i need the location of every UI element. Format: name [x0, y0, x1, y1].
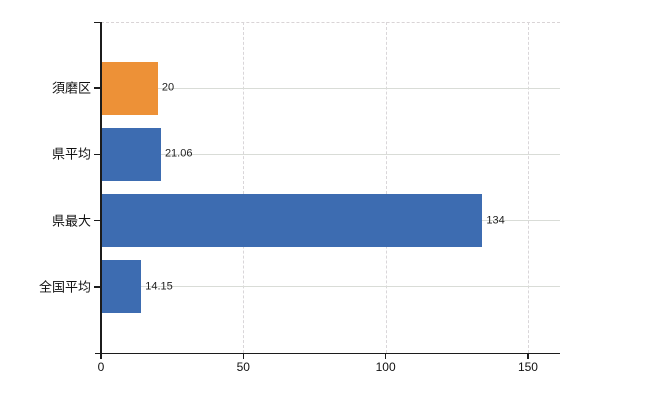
x-gridline	[385, 22, 387, 353]
y-axis-tick	[94, 87, 101, 89]
x-axis-tick	[242, 353, 245, 359]
bar-4	[101, 260, 142, 314]
bar-1	[101, 61, 158, 115]
x-axis-tick	[527, 353, 529, 359]
x-tick-label: 50	[236, 360, 250, 374]
category-gridline	[101, 87, 560, 89]
category-label: 県平均	[51, 146, 91, 162]
x-tick-label: 150	[517, 360, 538, 374]
bar-2	[101, 127, 161, 181]
plot-top-border	[101, 22, 560, 23]
x-axis-line	[95, 352, 560, 354]
bar-value-label: 14.15	[145, 280, 173, 293]
y-axis-tick	[94, 286, 101, 288]
x-axis-tick	[100, 353, 102, 359]
y-axis-tick	[94, 153, 101, 156]
category-gridline	[101, 286, 560, 288]
x-tick-label: 0	[97, 360, 105, 374]
bar-3	[101, 194, 483, 248]
category-label: 須磨区	[51, 80, 91, 96]
category-label: 全国平均	[38, 279, 91, 295]
x-gridline	[527, 22, 529, 353]
bar-value-label: 21.06	[164, 147, 193, 160]
bar-value-label: 134	[486, 214, 505, 227]
y-axis-top-tick	[94, 21, 101, 23]
y-axis-tick	[94, 219, 101, 222]
x-tick-label: 100	[375, 360, 396, 374]
x-gridline	[243, 22, 245, 353]
category-gridline	[101, 153, 560, 155]
category-label: 県最大	[51, 213, 91, 229]
y-axis-line	[100, 22, 102, 358]
bar-value-label: 20	[161, 81, 175, 94]
x-axis-tick	[384, 353, 387, 359]
